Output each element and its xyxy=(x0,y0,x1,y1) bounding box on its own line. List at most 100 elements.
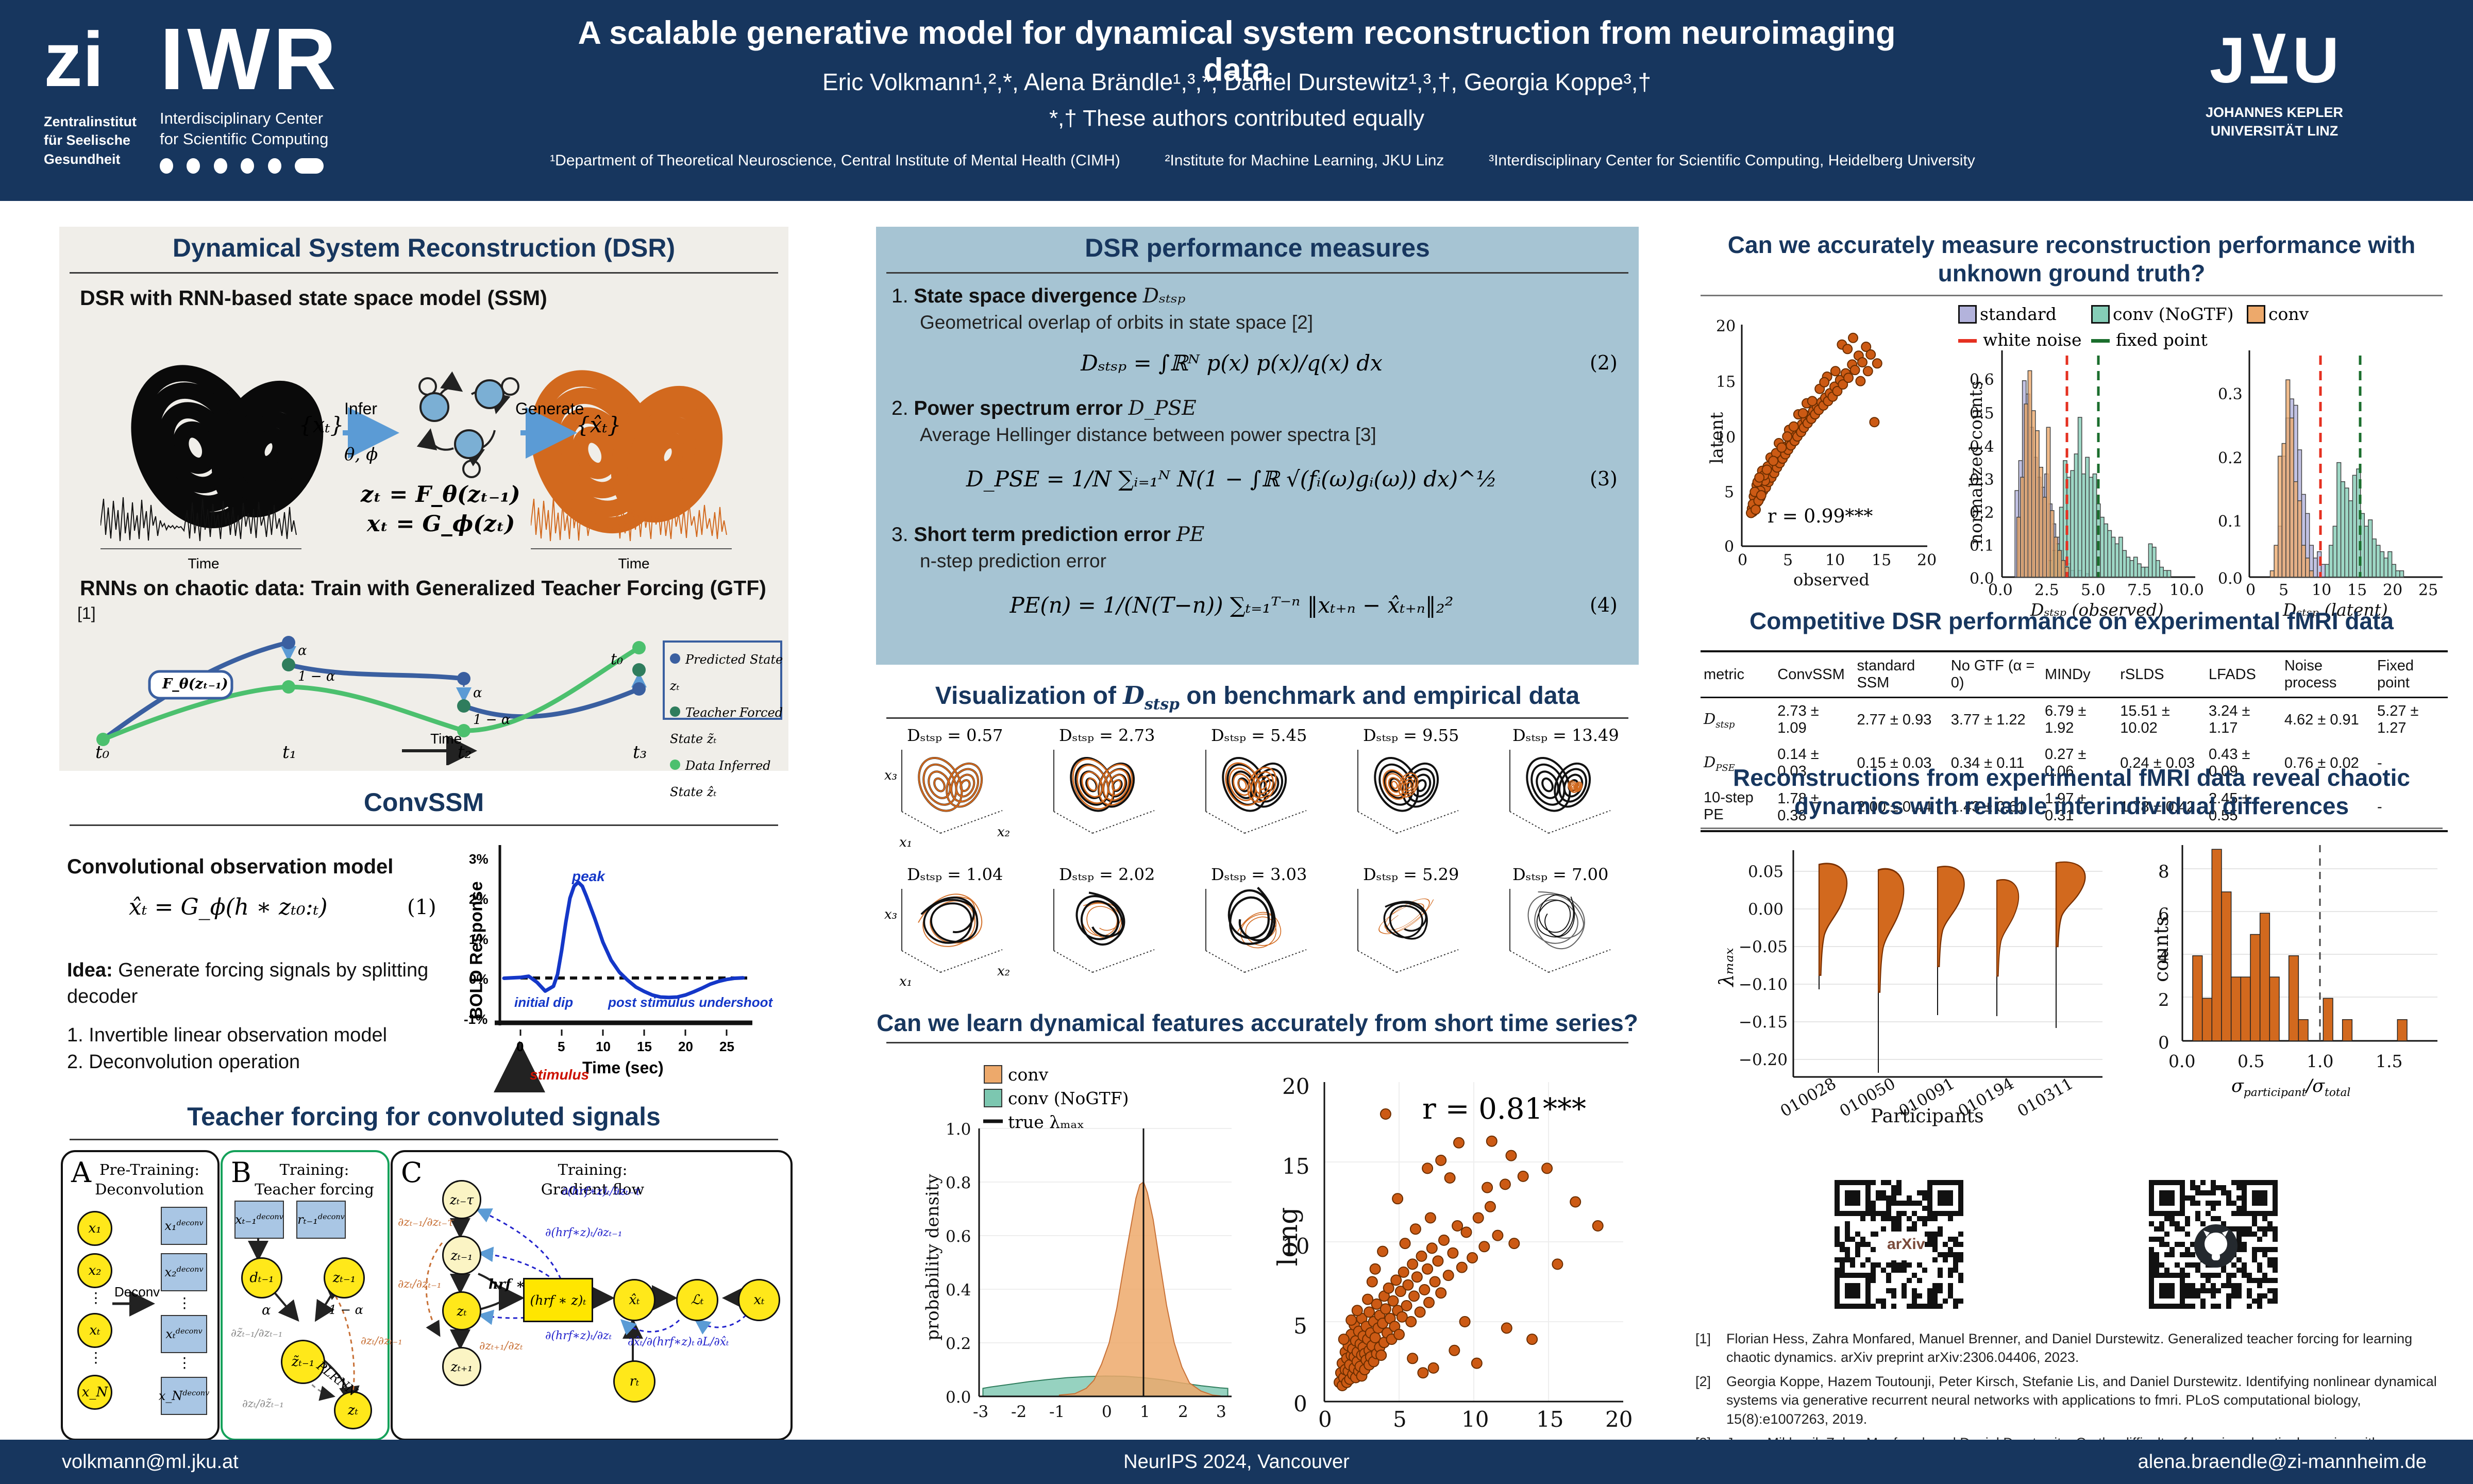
th-noise: Noise process xyxy=(2281,651,2375,698)
viz-caption-9: Dₛₜₛₚ = 5.29 xyxy=(1363,865,1459,884)
density-xtick-1: -2 xyxy=(1011,1403,1027,1421)
legend-conv-label: conv xyxy=(2268,304,2309,324)
github-octocat-icon xyxy=(2203,1230,2228,1260)
time-axis-label-right: Time xyxy=(618,555,650,571)
h1-xtick-50: 5.0 xyxy=(2081,581,2106,599)
x-set-label: {xₜ} xyxy=(299,412,344,437)
table-row-dpse: DPSE 0.14 ± 0.03 0.15 ± 0.03 0.34 ± 0.11 0.… xyxy=(1704,746,2382,780)
sh-ytick-0: 0 xyxy=(2158,1033,2169,1053)
ol-xtick-0: 0 xyxy=(1738,551,1748,569)
conv-eq: x̂ₜ = G_ϕ(h ∗ zₜ₀:ₜ) xyxy=(129,894,328,920)
obs-latent-scatter: 20 15 10 5 0 latent 0 5 10 15 20 observe… xyxy=(1701,309,1943,589)
short-scatter-r: r = 0.81*** xyxy=(1422,1092,1586,1126)
sh-ytick-2: 2 xyxy=(2158,990,2169,1010)
viz-caption-8: Dₛₜₛₚ = 3.03 xyxy=(1211,865,1307,884)
v-ytick-005: 0.05 xyxy=(1748,863,1784,881)
v-ytick-m015: −0.15 xyxy=(1739,1013,1788,1032)
teacher-forced-dot-icon xyxy=(670,706,680,717)
conv-idea-rest: Generate forcing signals by splitting de… xyxy=(67,959,429,1008)
ol-xtick-15: 15 xyxy=(1872,551,1892,569)
gtf-legend-item-predicted: Predicted State zₜ xyxy=(670,652,783,694)
bold-ytick-2: 2% xyxy=(469,891,489,907)
tf-c-node-xt: xₜ xyxy=(738,1279,780,1321)
density-xtick-6: 3 xyxy=(1216,1403,1226,1421)
fixed-point-line-icon xyxy=(2091,339,2110,343)
viz-title: Visualization of Dstsp on benchmark and … xyxy=(935,681,1580,714)
ol-xtick-10: 10 xyxy=(1825,551,1845,569)
measures-title: DSR performance measures xyxy=(1085,233,1430,262)
tf-b-sq-r: rₜ₋₁deconv xyxy=(296,1201,346,1239)
h1-ytick-02: 0.2 xyxy=(1970,504,1994,522)
sh-xtick-00: 0.0 xyxy=(2168,1051,2196,1071)
density-xtick-3: 0 xyxy=(1102,1403,1112,1421)
short-long-scatter: r = 0.81*** 20 15 10 5 0 long 0 5 10 15 … xyxy=(1268,1051,1639,1435)
iwr-dots xyxy=(160,158,339,176)
zi-logo: zi Zentralinstitut für Seelische Gesundh… xyxy=(44,21,137,168)
measure-3-eqno: (4) xyxy=(1590,594,1618,616)
tf-a-sq-3: xₜdeconv xyxy=(161,1315,207,1353)
tf-b-node-z2: zₜ xyxy=(334,1391,372,1429)
gtf-t0: t₀ xyxy=(611,650,624,668)
h2-xtick-5: 5 xyxy=(2279,581,2289,599)
th-rslds: rSLDS xyxy=(2117,651,2206,698)
conv-item-2: 2. Deconvolution operation xyxy=(67,1051,300,1073)
h2-ytick-00: 0.0 xyxy=(2218,570,2243,588)
bold-ytick-m1: -1% xyxy=(464,1011,488,1027)
bold-peak-annotation: peak xyxy=(572,868,605,884)
footer-bar: volkmann@ml.jku.at NeurIPS 2024, Vancouv… xyxy=(0,1440,2473,1484)
density-ylabel: probability density xyxy=(922,1174,943,1341)
th-fixed: Fixed point xyxy=(2374,651,2448,698)
xhat-set-label: {x̂ₜ} xyxy=(576,412,621,437)
bold-ytick-0: 0% xyxy=(469,971,489,987)
tf-c-node-ztau: zₜ₋τ xyxy=(442,1180,481,1219)
ol-ytick-20: 20 xyxy=(1716,317,1736,335)
sigma-xlabel: σparticipant/σtotal xyxy=(2231,1076,2351,1099)
bold-response-chart: 3% 2% 1% 0% -1% BOLD Response 0 5 10 15 … xyxy=(453,840,788,1092)
density-ytick-0: 1.0 xyxy=(946,1120,971,1139)
jku-logo-line2: UNIVERSITÄT LINZ xyxy=(2210,123,2339,139)
density-ytick-1: 0.8 xyxy=(946,1174,971,1192)
tf-b-grad1: ∂z̃ₜ₋₁/∂zₜ₋₁ xyxy=(231,1327,283,1339)
convssm-rule xyxy=(70,824,778,826)
tf-a-deconv-label: Deconv xyxy=(114,1284,160,1300)
h1-ytick-05: 0.5 xyxy=(1970,404,1994,423)
tf-c-title: Training: Gradient flow xyxy=(541,1161,645,1198)
density-ytick-4: 0.2 xyxy=(946,1335,971,1353)
tf-c-o1: ∂zₜ₋₁/∂zₜ₋τ xyxy=(398,1216,454,1229)
h1-ytick-03: 0.3 xyxy=(1970,471,1994,489)
bold-stimulus-annotation: stimulus xyxy=(530,1067,590,1083)
tf-c-node-z1: zₜ₋₁ xyxy=(442,1236,481,1275)
viz-x1-r1c1: x₁ xyxy=(899,835,913,850)
bold-xtick-25: 25 xyxy=(719,1039,734,1054)
th-convssm: ConvSSM xyxy=(1774,651,1854,698)
gtf-heading: RNNs on chaotic data: Train with General… xyxy=(80,576,766,600)
ss-ytick-15: 15 xyxy=(1282,1154,1310,1179)
h2-xlabel: Dₛₜₛₚ (latent) xyxy=(2283,600,2388,620)
zi-logo-line1: Zentralinstitut xyxy=(44,114,137,129)
legend-noise-label: white noise xyxy=(1983,330,2082,350)
time-axis-label-left: Time xyxy=(188,555,220,571)
iwr-logo-line2: for Scientific Computing xyxy=(160,130,329,148)
viz-rule xyxy=(886,717,1628,719)
reference-2: [2] Georgia Koppe, Hazem Toutounji, Peter… xyxy=(1695,1373,2437,1427)
tf-b-oma: 1 − α xyxy=(329,1303,363,1317)
arxiv-qr-label: arXiv xyxy=(1887,1236,1925,1253)
bold-xtick-0: 0 xyxy=(516,1039,524,1054)
footer-conference: NeurIPS 2024, Vancouver xyxy=(1123,1451,1350,1473)
measures-panel xyxy=(876,227,1639,665)
sh-xtick-05: 0.5 xyxy=(2238,1051,2265,1071)
gtf-alpha-1: α xyxy=(298,643,307,659)
conv-model-heading: Convolutional observation model xyxy=(67,855,394,878)
v-ytick-m020: −0.20 xyxy=(1739,1051,1788,1069)
gtf-oma-1: 1 − α xyxy=(298,669,335,684)
ol-ytick-10: 10 xyxy=(1716,429,1736,447)
generate-label: Generate xyxy=(515,399,584,418)
zi-logo-line3: Gesundheit xyxy=(44,151,121,167)
h1-ytick-00: 0.0 xyxy=(1970,570,1994,588)
tf-a-deconv-arrow xyxy=(112,1291,155,1317)
affiliation-2: ²Institute for Machine Learning, JKU Lin… xyxy=(1165,152,1444,169)
ssm-eq-a: zₜ = F_θ(zₜ₋₁) xyxy=(361,482,520,508)
bold-undershoot-annotation: post stimulus undershoot xyxy=(608,994,773,1010)
th-mindy: MINDy xyxy=(2041,651,2117,698)
sh-ytick-4: 4 xyxy=(2158,947,2169,968)
